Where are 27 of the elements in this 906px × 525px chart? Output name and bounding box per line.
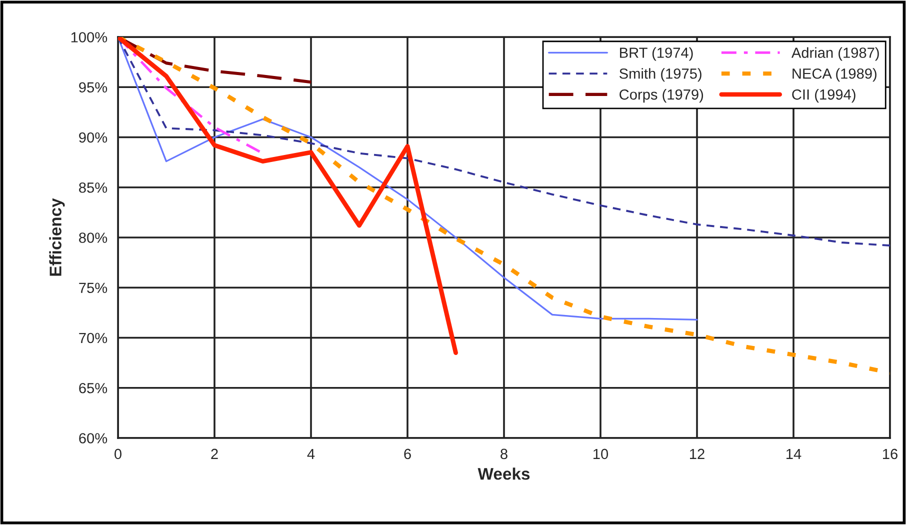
- x-tick-label: 6: [404, 448, 411, 460]
- x-axis-title: Weeks: [478, 468, 530, 480]
- y-tick-label: 65%: [79, 382, 108, 394]
- y-tick-label: 95%: [79, 82, 108, 93]
- x-tick-label: 0: [114, 448, 122, 460]
- legend-label: Smith (1975): [620, 68, 702, 82]
- y-tick-label: 90%: [79, 132, 108, 143]
- y-axis-title: Efficiency: [49, 198, 65, 276]
- y-tick-label: 70%: [79, 332, 108, 344]
- y-tick-label: 80%: [79, 232, 108, 243]
- legend-label: BRT (1974): [620, 47, 693, 61]
- legend-label: NECA (1989): [792, 68, 876, 82]
- x-tick-label: 8: [500, 448, 508, 460]
- legend-label: CII (1994): [792, 88, 856, 103]
- y-tick-label: 75%: [79, 282, 108, 294]
- y-tick-label: 100%: [71, 32, 108, 42]
- y-tick-label: 60%: [79, 433, 108, 444]
- x-tick-label: 4: [307, 448, 315, 459]
- x-tick-label: 2: [211, 448, 218, 459]
- line-series: [118, 37, 458, 356]
- x-tick-label: 16: [883, 448, 898, 460]
- legend-label: Adrian (1987): [791, 47, 879, 61]
- legend-label: Corps (1979): [620, 88, 704, 103]
- x-tick-label: 12: [690, 448, 704, 459]
- y-tick-label: 85%: [79, 182, 108, 193]
- x-tick-label: 10: [594, 448, 608, 460]
- x-tick-label: 14: [786, 448, 802, 459]
